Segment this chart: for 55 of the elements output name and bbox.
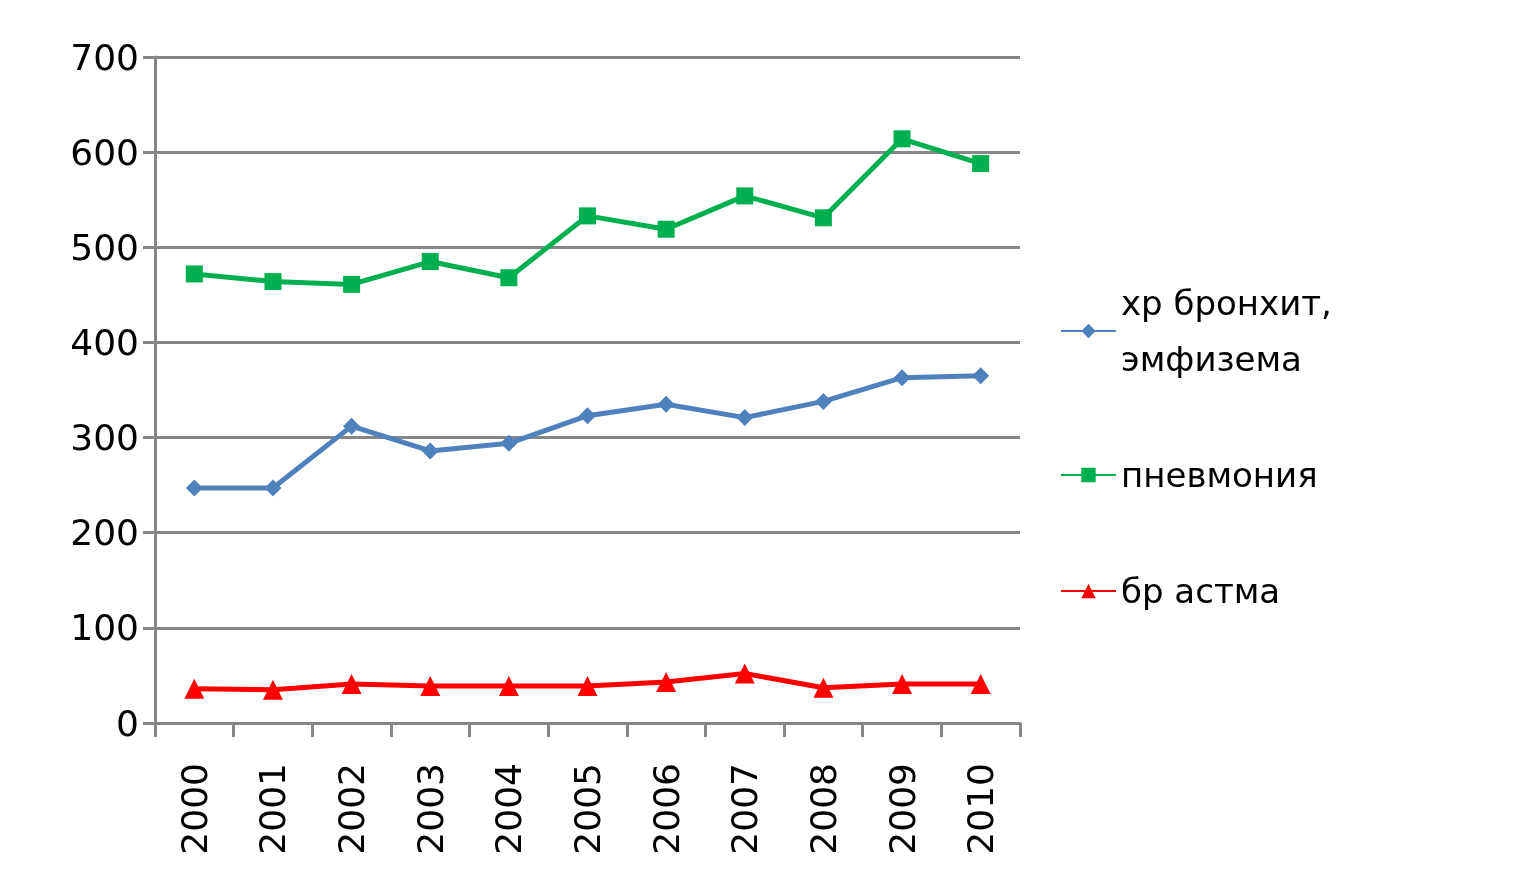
point [184, 678, 205, 699]
x-tick-label: 2002 [331, 763, 373, 855]
x-tick-label: 2003 [409, 763, 451, 855]
y-tick-label: 0 [116, 702, 139, 744]
x-tick-label: 2010 [960, 763, 1002, 855]
point [577, 675, 598, 696]
y-tick-label: 400 [70, 321, 139, 363]
point [813, 677, 834, 698]
y-tick-label: 300 [70, 417, 139, 459]
point [657, 395, 675, 413]
point [343, 275, 361, 293]
point [185, 479, 203, 497]
legend-label: бр астма [1121, 571, 1281, 611]
y-tick-label: 500 [70, 226, 139, 268]
point [579, 407, 596, 425]
point [420, 675, 441, 696]
point [656, 672, 677, 693]
point [972, 155, 990, 173]
x-tick-label: 2008 [802, 763, 844, 855]
point [972, 367, 990, 385]
point [500, 434, 518, 452]
point [814, 392, 832, 410]
point [736, 187, 754, 205]
y-tick-label: 700 [70, 36, 139, 78]
point [343, 417, 361, 435]
point [498, 675, 519, 696]
point [421, 442, 439, 460]
point [814, 209, 832, 227]
y-tick-label: 600 [70, 131, 139, 173]
x-tick-label: 2000 [173, 763, 215, 855]
point [341, 673, 362, 694]
point [264, 273, 282, 291]
point [500, 269, 518, 287]
legend-label: хр бронхит, эмфизема [1121, 283, 1343, 379]
point [893, 369, 911, 387]
point [421, 253, 439, 271]
x-tick-label: 2009 [881, 763, 923, 855]
point [893, 130, 911, 148]
x-tick-label: 2001 [252, 763, 294, 855]
point [970, 673, 991, 694]
point [579, 207, 596, 225]
x-tick-label: 2005 [567, 763, 608, 855]
point [262, 679, 283, 700]
point [734, 663, 755, 684]
x-tick-label: 2004 [488, 763, 530, 855]
point [736, 409, 754, 427]
point [892, 673, 913, 694]
x-tick-label: 2006 [645, 763, 687, 855]
point [264, 479, 282, 497]
y-tick-label: 200 [70, 512, 139, 554]
x-tick-label: 2007 [724, 763, 766, 855]
point [185, 265, 203, 283]
legend-label: пневмония [1121, 455, 1318, 495]
y-tick-label: 100 [70, 607, 139, 649]
point [657, 220, 675, 238]
